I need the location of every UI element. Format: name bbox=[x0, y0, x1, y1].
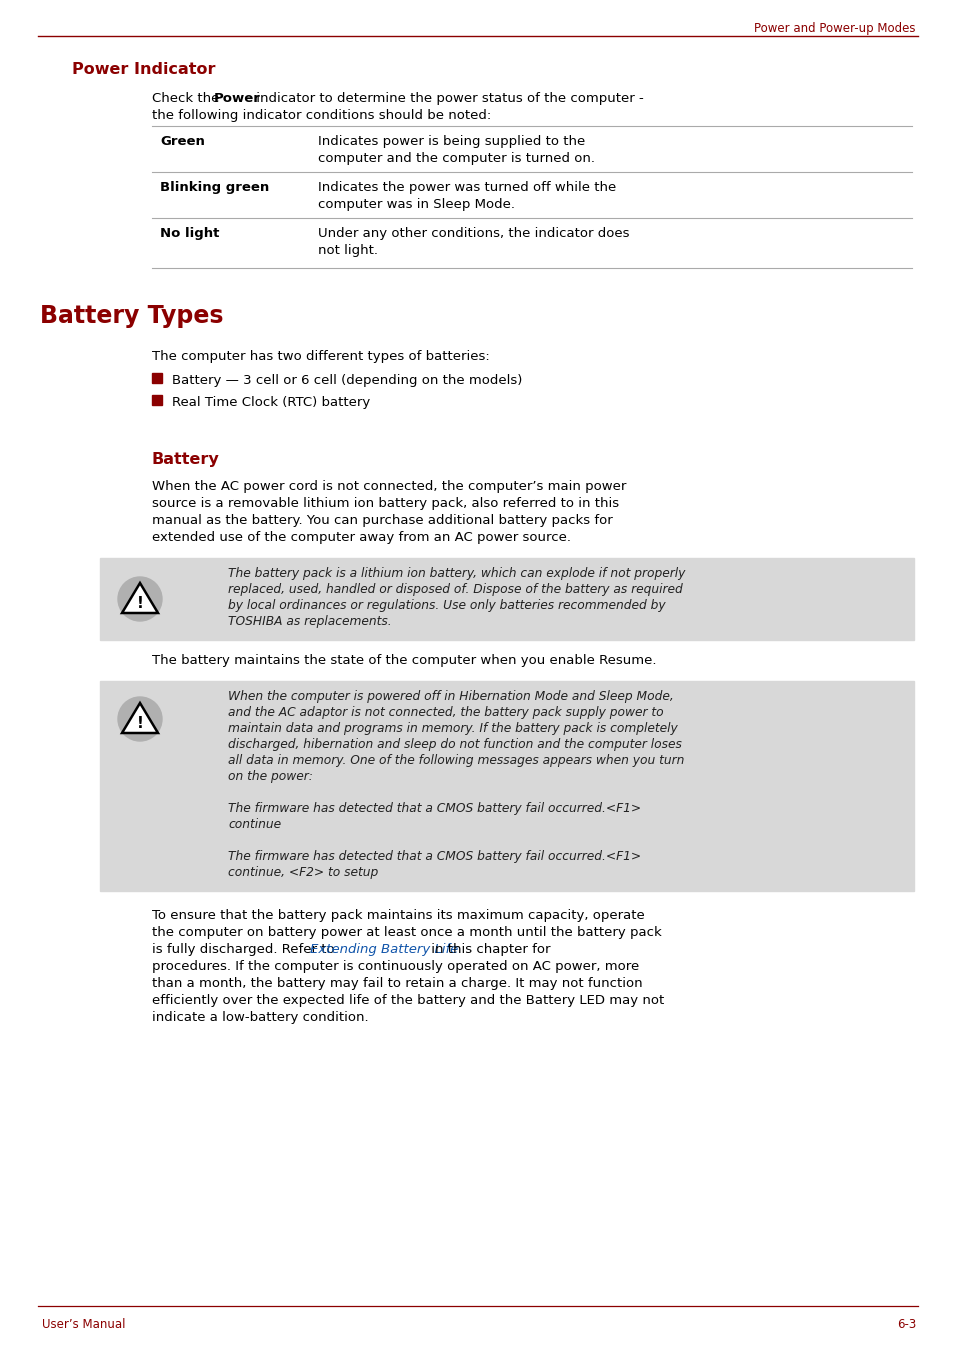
Text: computer was in Sleep Mode.: computer was in Sleep Mode. bbox=[317, 197, 515, 211]
Polygon shape bbox=[122, 583, 158, 612]
Text: Battery Types: Battery Types bbox=[40, 304, 223, 329]
Text: To ensure that the battery pack maintains its maximum capacity, operate: To ensure that the battery pack maintain… bbox=[152, 909, 644, 922]
Text: replaced, used, handled or disposed of. Dispose of the battery as required: replaced, used, handled or disposed of. … bbox=[228, 583, 682, 596]
Bar bbox=[100, 681, 913, 891]
Text: The firmware has detected that a CMOS battery fail occurred.<F1>: The firmware has detected that a CMOS ba… bbox=[228, 802, 640, 815]
Text: User’s Manual: User’s Manual bbox=[42, 1318, 126, 1330]
Text: Blinking green: Blinking green bbox=[160, 181, 269, 193]
Text: not light.: not light. bbox=[317, 243, 377, 257]
Text: The battery pack is a lithium ion battery, which can explode if not properly: The battery pack is a lithium ion batter… bbox=[228, 566, 684, 580]
Text: When the computer is powered off in Hibernation Mode and Sleep Mode,: When the computer is powered off in Hibe… bbox=[228, 690, 673, 703]
Text: Power and Power-up Modes: Power and Power-up Modes bbox=[754, 22, 915, 35]
Text: Real Time Clock (RTC) battery: Real Time Clock (RTC) battery bbox=[172, 396, 370, 410]
Text: source is a removable lithium ion battery pack, also referred to in this: source is a removable lithium ion batter… bbox=[152, 498, 618, 510]
Text: extended use of the computer away from an AC power source.: extended use of the computer away from a… bbox=[152, 531, 571, 544]
Text: indicate a low-battery condition.: indicate a low-battery condition. bbox=[152, 1011, 368, 1023]
Text: the computer on battery power at least once a month until the battery pack: the computer on battery power at least o… bbox=[152, 926, 661, 940]
Text: continue, <F2> to setup: continue, <F2> to setup bbox=[228, 867, 377, 879]
Text: Check the: Check the bbox=[152, 92, 223, 105]
Text: Under any other conditions, the indicator does: Under any other conditions, the indicato… bbox=[317, 227, 629, 241]
Text: 6-3: 6-3 bbox=[896, 1318, 915, 1330]
Text: The firmware has detected that a CMOS battery fail occurred.<F1>: The firmware has detected that a CMOS ba… bbox=[228, 850, 640, 863]
Text: maintain data and programs in memory. If the battery pack is completely: maintain data and programs in memory. If… bbox=[228, 722, 677, 735]
Text: Indicates power is being supplied to the: Indicates power is being supplied to the bbox=[317, 135, 584, 147]
Text: is fully discharged. Refer to: is fully discharged. Refer to bbox=[152, 942, 338, 956]
Text: than a month, the battery may fail to retain a charge. It may not function: than a month, the battery may fail to re… bbox=[152, 977, 642, 990]
Text: procedures. If the computer is continuously operated on AC power, more: procedures. If the computer is continuou… bbox=[152, 960, 639, 973]
Text: The battery maintains the state of the computer when you enable Resume.: The battery maintains the state of the c… bbox=[152, 654, 656, 667]
Text: Extending Battery Life: Extending Battery Life bbox=[310, 942, 458, 956]
Text: The computer has two different types of batteries:: The computer has two different types of … bbox=[152, 350, 489, 362]
Text: the following indicator conditions should be noted:: the following indicator conditions shoul… bbox=[152, 110, 491, 122]
Text: manual as the battery. You can purchase additional battery packs for: manual as the battery. You can purchase … bbox=[152, 514, 612, 527]
Circle shape bbox=[118, 698, 162, 741]
Text: continue: continue bbox=[228, 818, 281, 831]
Text: all data in memory. One of the following messages appears when you turn: all data in memory. One of the following… bbox=[228, 754, 683, 767]
Text: in this chapter for: in this chapter for bbox=[426, 942, 550, 956]
Text: Power: Power bbox=[213, 92, 260, 105]
Text: Battery — 3 cell or 6 cell (depending on the models): Battery — 3 cell or 6 cell (depending on… bbox=[172, 375, 522, 387]
Text: by local ordinances or regulations. Use only batteries recommended by: by local ordinances or regulations. Use … bbox=[228, 599, 665, 612]
Text: indicator to determine the power status of the computer -: indicator to determine the power status … bbox=[252, 92, 643, 105]
Text: No light: No light bbox=[160, 227, 219, 241]
Text: discharged, hibernation and sleep do not function and the computer loses: discharged, hibernation and sleep do not… bbox=[228, 738, 681, 750]
Text: Indicates the power was turned off while the: Indicates the power was turned off while… bbox=[317, 181, 616, 193]
Text: efficiently over the expected life of the battery and the Battery LED may not: efficiently over the expected life of th… bbox=[152, 994, 663, 1007]
Polygon shape bbox=[122, 703, 158, 733]
Text: !: ! bbox=[136, 715, 143, 730]
Text: TOSHIBA as replacements.: TOSHIBA as replacements. bbox=[228, 615, 392, 627]
Bar bbox=[152, 395, 162, 406]
Text: Green: Green bbox=[160, 135, 205, 147]
Text: Battery: Battery bbox=[152, 452, 219, 466]
Text: and the AC adaptor is not connected, the battery pack supply power to: and the AC adaptor is not connected, the… bbox=[228, 706, 663, 719]
Text: on the power:: on the power: bbox=[228, 771, 313, 783]
Bar bbox=[152, 373, 162, 383]
Text: Power Indicator: Power Indicator bbox=[71, 62, 215, 77]
Text: When the AC power cord is not connected, the computer’s main power: When the AC power cord is not connected,… bbox=[152, 480, 626, 493]
Circle shape bbox=[118, 577, 162, 621]
Text: computer and the computer is turned on.: computer and the computer is turned on. bbox=[317, 151, 595, 165]
Text: !: ! bbox=[136, 595, 143, 611]
Bar bbox=[100, 558, 913, 639]
